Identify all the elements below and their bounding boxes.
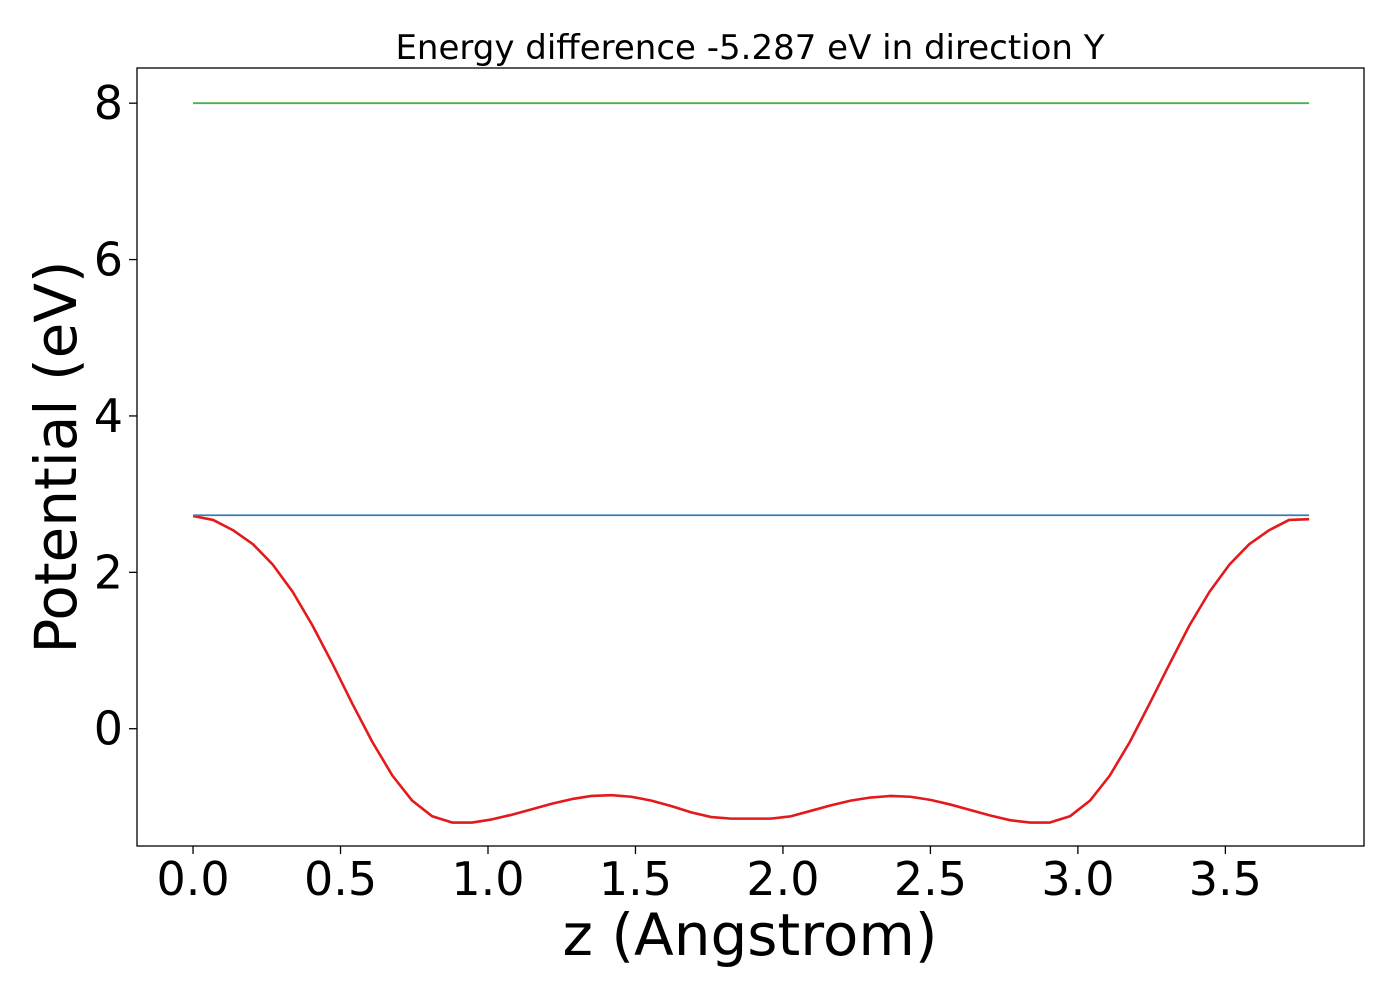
y-tick-label: 4: [94, 389, 123, 443]
y-axis: 0 2 4 6 8: [94, 76, 137, 756]
y-tick-label: 6: [94, 233, 123, 287]
x-tick-label: 1.5: [599, 852, 672, 906]
x-tick-label: 2.5: [894, 852, 967, 906]
x-tick-label: 3.5: [1189, 852, 1262, 906]
x-tick-label: 2.0: [746, 852, 819, 906]
x-axis-label: z (Angstrom): [563, 901, 938, 969]
plot-frame: [136, 67, 1365, 847]
x-tick-label: 1.0: [451, 852, 524, 906]
x-tick-label: 0.0: [156, 852, 229, 906]
y-tick-label: 8: [94, 76, 123, 130]
y-tick-label: 2: [94, 545, 123, 599]
y-tick-label: 0: [94, 702, 123, 756]
x-axis: 0.0 0.5 1.0 1.5 2.0 2.5 3.0 3.5: [156, 846, 1262, 906]
series-layer: [192, 102, 1310, 824]
chart-title: Energy difference -5.287 eV in direction…: [395, 28, 1104, 68]
series-line-1: [192, 514, 1310, 824]
y-axis-label: Potential (eV): [22, 260, 90, 653]
x-tick-label: 3.0: [1041, 852, 1114, 906]
x-tick-label: 0.5: [304, 852, 377, 906]
